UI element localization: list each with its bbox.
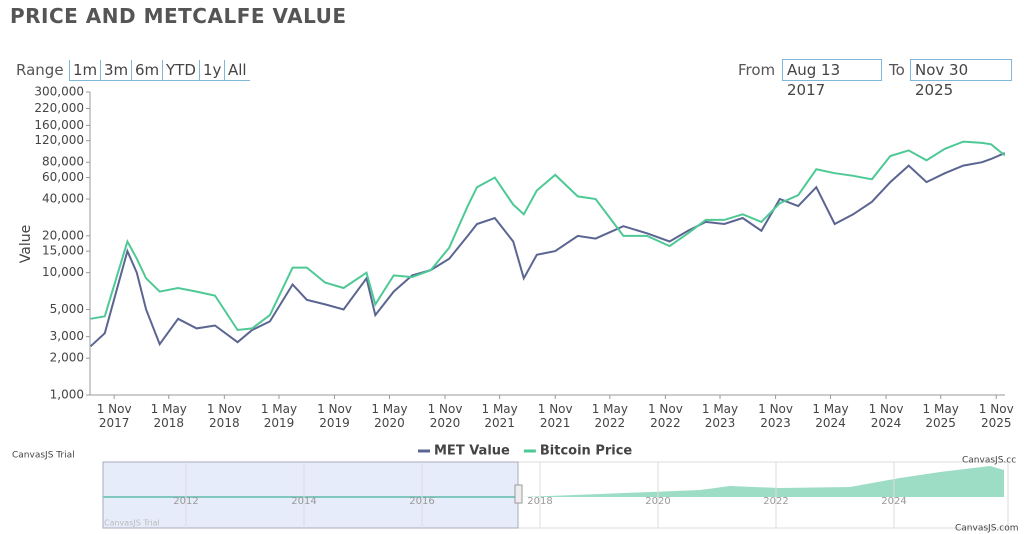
- credit: CanvasJS.cc: [962, 456, 1016, 466]
- y-tick-label: 160,000: [34, 118, 84, 132]
- x-tick-label: 1 Nov 2020: [427, 402, 463, 430]
- navigator-label: 2020: [645, 496, 670, 507]
- navigator-label: 2016: [409, 496, 434, 507]
- navigator-label: 2024: [881, 496, 906, 507]
- x-tick-label-box: 1 Nov 2025: [978, 402, 1014, 430]
- x-tick-label-box: 1 May 2020: [371, 402, 408, 430]
- x-tick-label-box: 1 May 2022: [591, 402, 628, 430]
- y-tick-label: 2,000: [50, 351, 84, 365]
- range-button[interactable]: 3m: [100, 60, 132, 81]
- x-tick-label: 1 Nov 2021: [537, 402, 573, 430]
- x-tick-label-box: 1 May 2021: [481, 402, 518, 430]
- series-line: [90, 140, 1006, 332]
- x-tick-label: 1 May 2025: [922, 402, 959, 430]
- watermark: CanvasJS Trial: [104, 519, 160, 528]
- y-tick-label: 300,000: [34, 85, 84, 99]
- range-label: Range: [16, 61, 64, 79]
- navigator-unselected: [102, 461, 519, 529]
- x-tick-label: 1 May 2020: [371, 402, 408, 430]
- y-tick-label: 3,000: [50, 329, 84, 343]
- range-button[interactable]: All: [224, 60, 250, 81]
- series-line: [89, 152, 1006, 348]
- range-button[interactable]: 6m: [131, 60, 163, 81]
- from-input[interactable]: Aug 13 2017: [782, 59, 882, 99]
- from-label: From: [738, 61, 776, 79]
- credit: CanvasJS.com: [955, 524, 1018, 534]
- watermark: CanvasJS Trial: [12, 451, 75, 461]
- navigator-label: 2018: [527, 496, 552, 507]
- y-tick-label: 80,000: [42, 155, 84, 169]
- navigator-label: 2012: [173, 496, 198, 507]
- y-axis-title: Value: [18, 225, 34, 263]
- navigator-handle[interactable]: [514, 484, 523, 504]
- x-tick-label-box: 1 May 2023: [701, 402, 739, 430]
- x-tick-label-box: 1 Nov 2018: [206, 402, 242, 430]
- x-tick-label-box: 1 May 2018: [150, 402, 187, 430]
- y-tick-label: 1,000: [50, 388, 84, 402]
- x-tick-label: 1 Nov 2022: [647, 402, 683, 430]
- y-tick-label: 120,000: [34, 133, 84, 147]
- legend-label: Bitcoin Price: [540, 444, 633, 459]
- legend-label: MET Value: [434, 444, 510, 459]
- x-tick-label: 1 May 2019: [260, 402, 298, 430]
- x-tick-label: 1 May 2024: [812, 402, 849, 430]
- x-tick-label-box: 1 Nov 2022: [647, 402, 683, 430]
- to-label: To: [889, 61, 905, 79]
- x-tick-label-box: 1 Nov 2021: [537, 402, 573, 430]
- x-tick-label: 1 Nov 2018: [206, 402, 242, 430]
- y-tick-label: 20,000: [42, 228, 84, 242]
- y-tick-label: 15,000: [42, 244, 84, 258]
- x-tick-label-box: 1 Nov 2023: [758, 402, 793, 430]
- x-tick-label-box: 1 May 2024: [812, 402, 849, 430]
- page-title: PRICE AND METCALFE VALUE: [10, 4, 347, 28]
- x-tick-label: 1 Nov 2025: [978, 402, 1014, 430]
- x-tick-label-box: 1 May 2025: [922, 402, 959, 430]
- x-tick-label: 1 Nov 2024: [868, 402, 904, 430]
- x-tick-label: 1 May 2018: [150, 402, 187, 430]
- x-tick-label: 1 Nov 2019: [317, 402, 352, 430]
- x-tick-label: 1 May 2022: [591, 402, 628, 430]
- x-tick-label: 1 May 2023: [701, 402, 739, 430]
- y-tick-label: 5,000: [50, 302, 84, 316]
- y-tick-label: 220,000: [34, 101, 84, 115]
- to-input[interactable]: Nov 30 2025: [910, 59, 1012, 99]
- x-tick-label-box: 1 Nov 2024: [868, 402, 904, 430]
- navigator-label: 2022: [763, 496, 788, 507]
- x-tick-label: 1 Nov 2017: [96, 402, 132, 430]
- y-tick-label: 60,000: [42, 170, 84, 184]
- x-tick-label-box: 1 Nov 2017: [96, 402, 132, 430]
- x-tick-label-box: 1 Nov 2020: [427, 402, 463, 430]
- x-tick-label: 1 Nov 2023: [758, 402, 793, 430]
- range-button[interactable]: 1y: [199, 60, 225, 81]
- navigator-area: [522, 466, 1004, 497]
- x-tick-label: 1 May 2021: [481, 402, 518, 430]
- y-tick-label: 40,000: [42, 192, 84, 206]
- navigator-label: 2014: [291, 496, 316, 507]
- x-tick-label-box: 1 May 2019: [260, 402, 298, 430]
- y-tick-label: 10,000: [42, 265, 84, 279]
- range-button[interactable]: 1m: [69, 60, 101, 81]
- x-tick-label-box: 1 Nov 2019: [317, 402, 352, 430]
- range-button[interactable]: YTD: [162, 60, 199, 81]
